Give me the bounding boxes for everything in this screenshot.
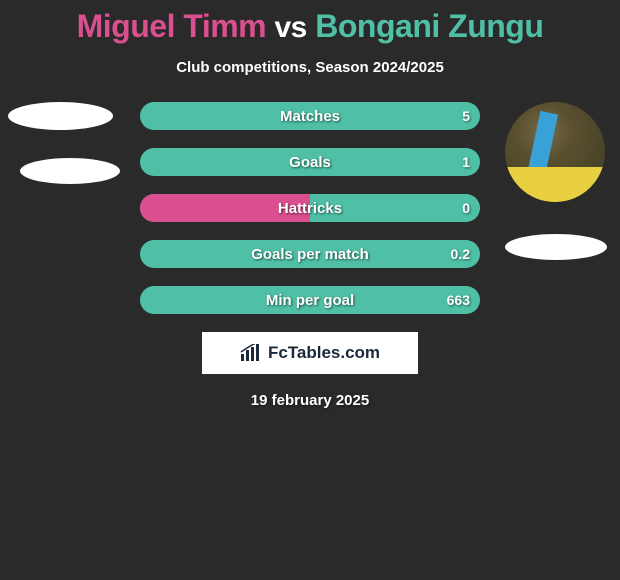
subtitle: Club competitions, Season 2024/2025	[0, 59, 620, 76]
stat-label: Goals	[140, 148, 480, 176]
stat-row: Goals1	[140, 148, 480, 176]
source-logo[interactable]: FcTables.com	[202, 332, 418, 374]
vs-text: vs	[275, 11, 307, 44]
stats-bars: Matches5Goals1Hattricks0Goals per match0…	[140, 102, 480, 314]
player2-ellipse	[505, 234, 607, 260]
stat-value-right: 5	[462, 102, 470, 130]
stat-value-right: 663	[447, 286, 470, 314]
player1-avatar-placeholder-1	[8, 102, 113, 130]
stat-label: Goals per match	[140, 240, 480, 268]
stat-row: Hattricks0	[140, 194, 480, 222]
stat-value-right: 1	[462, 148, 470, 176]
player1-name: Miguel Timm	[77, 8, 266, 44]
comparison-title: Miguel Timm vs Bongani Zungu	[0, 0, 620, 45]
date-text: 19 february 2025	[0, 392, 620, 409]
source-logo-text: FcTables.com	[268, 343, 380, 363]
avatar-shirt	[505, 167, 605, 202]
stat-value-right: 0.2	[451, 240, 470, 268]
player2-side	[497, 102, 612, 260]
stat-row: Matches5	[140, 102, 480, 130]
player1-side	[8, 102, 118, 184]
content-area: Matches5Goals1Hattricks0Goals per match0…	[0, 102, 620, 314]
player2-name: Bongani Zungu	[315, 8, 543, 44]
stat-row: Min per goal663	[140, 286, 480, 314]
stat-label: Matches	[140, 102, 480, 130]
stat-label: Hattricks	[140, 194, 480, 222]
player1-avatar-placeholder-2	[20, 158, 120, 184]
stat-value-right: 0	[462, 194, 470, 222]
stat-row: Goals per match0.2	[140, 240, 480, 268]
stat-label: Min per goal	[140, 286, 480, 314]
chart-bar-icon	[240, 344, 262, 362]
player2-avatar	[505, 102, 605, 202]
